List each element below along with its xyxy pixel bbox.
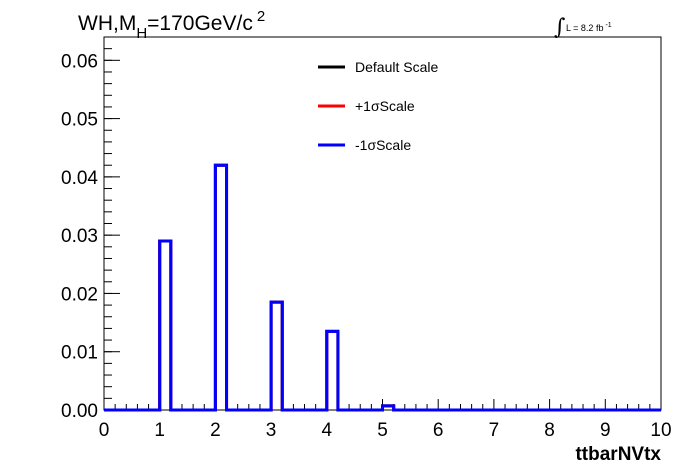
x-tick-label: 4 xyxy=(322,420,333,441)
legend-label: +1σScale xyxy=(355,98,415,114)
y-tick-label: 0.01 xyxy=(61,343,98,364)
x-tick-label: 6 xyxy=(433,420,444,441)
x-axis-title: ttbarNVtx xyxy=(575,444,661,465)
x-tick-label: 1 xyxy=(154,420,165,441)
x-tick-label: 8 xyxy=(544,420,555,441)
y-tick-label: 0.03 xyxy=(61,226,98,247)
y-tick-label: 0.04 xyxy=(61,168,98,189)
x-tick-label: 5 xyxy=(377,420,388,441)
x-tick-label: 7 xyxy=(489,420,500,441)
chart-title: WH,MH=170GeV/c 2 xyxy=(78,8,265,42)
luminosity-label: L = 8.2 fb -1 xyxy=(566,22,612,33)
x-tick-label: 2 xyxy=(210,420,221,441)
legend: Default Scale +1σScale -1σScale xyxy=(318,59,438,153)
x-tick-label: 10 xyxy=(650,420,671,441)
legend-label: Default Scale xyxy=(355,59,438,75)
x-tick-label: 9 xyxy=(600,420,611,441)
legend-label: -1σScale xyxy=(355,137,411,153)
plot-area xyxy=(104,163,661,412)
x-tick-label: 3 xyxy=(266,420,277,441)
y-tick-label: 0.05 xyxy=(61,110,98,131)
y-tick-label: 0.02 xyxy=(61,284,98,305)
y-axis: 0.00 0.01 0.02 0.03 0.04 0.05 0.06 xyxy=(61,36,120,422)
histogram-series--1-scale xyxy=(104,163,661,412)
x-tick-label: 0 xyxy=(99,420,110,441)
y-tick-label: 0.00 xyxy=(61,401,98,422)
integral-symbol: ∫ xyxy=(554,15,566,40)
y-tick-label: 0.06 xyxy=(61,51,98,72)
